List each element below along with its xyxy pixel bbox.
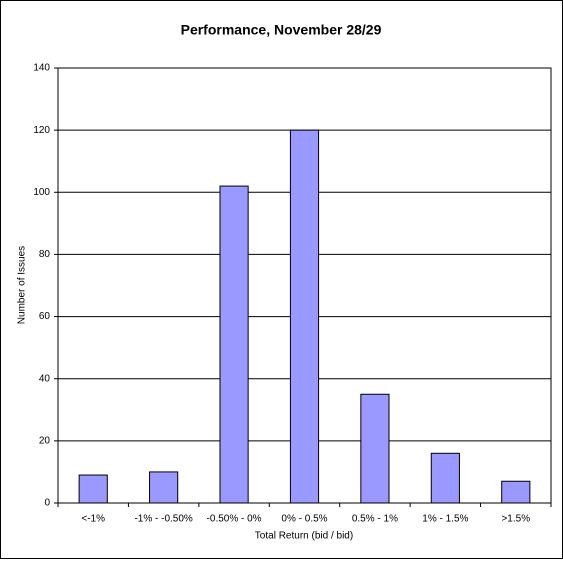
y-tick-label: 60 <box>39 311 51 322</box>
x-tick-label: >1.5% <box>501 514 530 525</box>
bar <box>430 452 460 504</box>
bar <box>219 185 249 504</box>
bar <box>360 393 390 504</box>
x-tick-label: -1% - -0.50% <box>134 514 192 525</box>
chart-title: Performance, November 28/29 <box>181 22 382 38</box>
x-tick-label: 0% - 0.5% <box>281 514 327 525</box>
y-tick-label: 0 <box>44 498 50 509</box>
bar <box>149 471 179 504</box>
bar <box>78 474 108 504</box>
y-tick-label: 40 <box>39 373 51 384</box>
x-tick-label: 1% - 1.5% <box>422 514 468 525</box>
y-tick-label: 120 <box>33 125 50 136</box>
y-tick-label: 20 <box>39 435 51 446</box>
y-axis-label: Number of Issues <box>17 246 28 324</box>
y-tick-label: 80 <box>39 249 51 260</box>
x-tick-label: <-1% <box>81 514 105 525</box>
x-tick-label: 0.5% - 1% <box>352 514 398 525</box>
y-tick-label: 140 <box>33 63 50 74</box>
x-tick-label: -0.50% - 0% <box>207 514 262 525</box>
x-axis-label: Total Return (bid / bid) <box>255 531 353 542</box>
y-tick-label: 100 <box>33 187 50 198</box>
bar <box>289 129 320 504</box>
bar <box>501 480 531 504</box>
